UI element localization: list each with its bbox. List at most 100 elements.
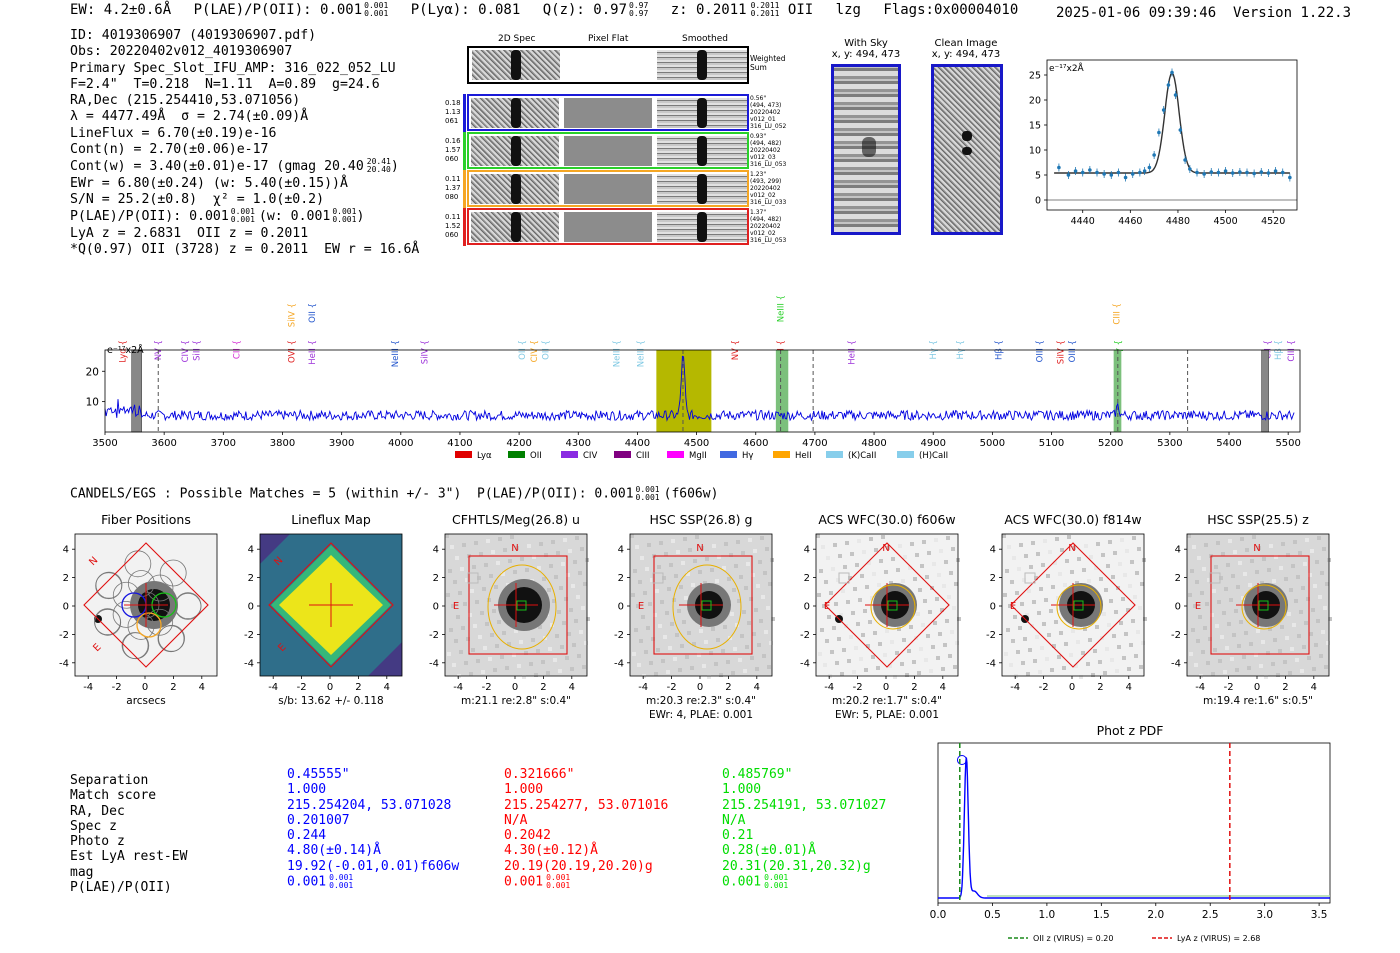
cutout-noise (901, 579, 905, 583)
cutout-noise (500, 655, 504, 659)
cutout-noise (1074, 664, 1078, 668)
cutout-noise (840, 672, 844, 676)
cutout-noise (668, 646, 672, 650)
cutout-noise (769, 641, 773, 645)
cutout-noise (944, 560, 948, 564)
neighbor-box (1024, 572, 1036, 584)
zoom-model-line (1054, 71, 1290, 174)
spec-row-2d-source (511, 136, 521, 166)
cutout-noise (1037, 611, 1041, 615)
cutout-noise (1260, 581, 1264, 585)
line-label-group: CII { (1263, 340, 1273, 359)
cutout-noise (466, 637, 470, 641)
cutout-ytick-label: 2 (804, 573, 810, 584)
zoom-data-point (1116, 170, 1121, 175)
cutout-noise (833, 543, 837, 547)
cutout-noise (1268, 627, 1272, 631)
neighbor-box (838, 572, 850, 584)
match-column-2: 0.485769" 1.000 215.254191, 53.071027 N/A 0.… (722, 767, 886, 890)
cutout-noise (1212, 589, 1216, 593)
cutout-noise (472, 565, 476, 569)
cutout-noise (1255, 570, 1259, 574)
cutout-noise (476, 659, 480, 663)
cutout-noise (1099, 577, 1103, 581)
cutout-xtick-label: 4 (1311, 682, 1317, 693)
zoom-data-point (1259, 170, 1264, 174)
cutout-noise (580, 547, 584, 551)
match-value: 1.000 (722, 782, 762, 798)
cutout-noise (762, 654, 766, 658)
line-label-group: CIII { (1287, 340, 1297, 362)
cutout-noise (687, 631, 691, 635)
cutout-noise (826, 556, 830, 560)
cutout-noise (1269, 544, 1273, 548)
cutout-noise (1291, 564, 1295, 568)
cutout-noise (739, 575, 743, 579)
header-qz: Q(z): 0.97 0.97 0.97 (542, 1, 649, 19)
cutout-noise (743, 669, 747, 673)
cutout-noise (1309, 632, 1313, 636)
cutout-noise (859, 657, 863, 661)
cutout-noise (1276, 673, 1280, 677)
cutout-xtick-label: -4 (638, 682, 648, 693)
cutout-noise (1119, 621, 1123, 625)
cutout-noise (1236, 585, 1240, 589)
cutout-noise (825, 639, 829, 643)
cutout-noise (709, 651, 713, 655)
cutout-noise (1088, 638, 1092, 642)
cutout-noise (936, 656, 940, 660)
cutout-noise (565, 656, 569, 660)
cutout-noise (1257, 546, 1261, 550)
cutout-noise (570, 667, 574, 671)
cutout-noise (1224, 587, 1228, 591)
zoom-data-point (1138, 170, 1142, 175)
cutout-noise (1049, 609, 1053, 613)
cutout-noise (515, 546, 519, 550)
cutout-noise (446, 593, 450, 597)
cutout-noise (1206, 661, 1210, 665)
match-value: 0.001 0.001 0.001 (504, 873, 571, 891)
match-value: N/A (504, 812, 528, 828)
cutout-noise (868, 620, 872, 624)
zoom-data-point (1057, 165, 1061, 170)
line-label: OII { (308, 303, 318, 323)
line-label-group: SiII { (193, 340, 203, 361)
cutout-noise (513, 570, 517, 574)
cutout-noise (1189, 652, 1193, 656)
cutout-xtick-label: -2 (667, 682, 677, 693)
cutout-noise (1194, 663, 1198, 667)
spec-row-right-value: 0.93" (750, 133, 767, 140)
cutout-noise (1070, 570, 1074, 574)
zoom-ytick-label: 15 (1029, 121, 1041, 132)
match-value: 1.000 (287, 782, 327, 798)
cutout-noise (817, 593, 821, 597)
cutout-noise (829, 591, 833, 595)
cutout-noise (1287, 612, 1291, 616)
match-value: 19.92(-0.01,0.01)f606w (287, 858, 460, 874)
cutout-noise (1290, 647, 1294, 651)
cutout-svg-5: N E -4 -4 -2 -2 0 0 2 2 4 4 (986, 533, 1147, 693)
cutout-noise (450, 545, 454, 549)
cutout-noise (827, 615, 831, 619)
spec-row-3 (467, 208, 749, 245)
cutout-noise (1010, 580, 1014, 584)
match-value: 4.80(±0.14)Å (287, 843, 381, 859)
zoom-data-point (1188, 167, 1192, 171)
cutout-noise (1294, 599, 1298, 603)
cutout-noise (749, 597, 753, 601)
catalog-summary: CANDELS/EGS : Possible Matches = 5 (with… (70, 485, 719, 502)
cutout-noise (1130, 560, 1134, 564)
cutout-noise (943, 643, 947, 647)
cutout-noise (459, 650, 463, 654)
match-row-label: Spec z (70, 818, 117, 834)
cutout-noise (1038, 670, 1042, 674)
cutout-xtick-label: -4 (83, 682, 93, 693)
legend-swatch (508, 451, 525, 458)
zoom-xtick-label: 4500 (1213, 216, 1237, 227)
spec-row-right-value: (494, 482) (750, 140, 782, 147)
cutout-noise (1132, 536, 1136, 540)
cutout-noise (1208, 637, 1212, 641)
cutout-noise (1012, 556, 1016, 560)
cutout-noise (1271, 662, 1275, 666)
